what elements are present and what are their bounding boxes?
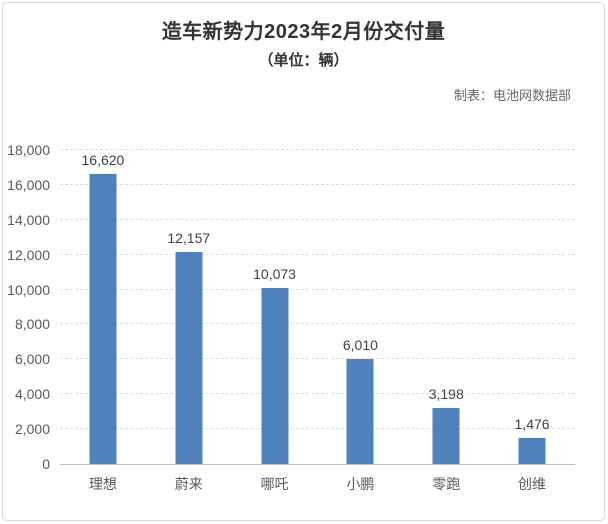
gridline: [60, 149, 575, 150]
gridline: [60, 428, 575, 430]
bar: [175, 251, 203, 464]
y-tick-label: 10,000: [7, 281, 50, 298]
y-tick-label: 12,000: [7, 246, 50, 263]
x-category-label: 创维: [518, 476, 547, 492]
plot-area: 16,620 理想 12,157 蔚来 10,073 哪吒 6,010 小鹏 3,198 零跑 1,…: [7, 142, 575, 492]
bar: [518, 438, 546, 464]
y-tick-label: 18,000: [7, 142, 50, 158]
gridline: [60, 218, 575, 220]
y-tick-label: 0: [42, 456, 50, 472]
bar-value-label: 3,198: [428, 386, 464, 403]
chart-title: 造车新势力2023年2月份交付量: [161, 21, 446, 43]
bar-value-label: 1,476: [514, 416, 550, 433]
gridline: [60, 323, 575, 325]
bar-slot: 16,620 理想: [60, 150, 146, 492]
gridline: [60, 183, 575, 185]
chart-subtitle: （单位：辆）: [258, 52, 349, 69]
bar-slot: 10,073 哪吒: [232, 150, 318, 492]
y-tick-label: 16,000: [7, 176, 50, 193]
y-tick-label: 14,000: [7, 211, 50, 228]
bar-slot: 6,010 小鹏: [317, 150, 403, 492]
x-category-label: 蔚来: [174, 476, 203, 492]
bar-value-label: 16,620: [81, 152, 125, 169]
bar-slot: 1,476 创维: [489, 150, 575, 492]
bar: [89, 174, 117, 464]
bar: [261, 288, 289, 464]
credit-label: 制表：电池网数据部: [453, 88, 571, 103]
x-category-label: 小鹏: [346, 476, 375, 492]
bar-slot: 3,198 零跑: [403, 150, 489, 492]
y-tick-label: 4,000: [14, 386, 50, 403]
bar-value-label: 6,010: [342, 337, 378, 354]
bar-value-label: 12,157: [167, 229, 211, 246]
gridline: [60, 288, 575, 290]
bar: [432, 408, 460, 464]
y-tick-label: 8,000: [14, 316, 50, 333]
y-tick-label: 6,000: [14, 351, 50, 368]
gridline: [60, 253, 575, 255]
y-tick-label: 2,000: [14, 421, 50, 438]
bar-value-label: 10,073: [253, 266, 296, 283]
bar-slot: 12,157 蔚来: [146, 150, 232, 492]
x-category-label: 哪吒: [260, 476, 289, 492]
bar-slots: 16,620 理想 12,157 蔚来 10,073 哪吒 6,010 小鹏 3,198 零跑 1,…: [60, 150, 575, 492]
x-category-label: 零跑: [432, 476, 461, 492]
bar: [346, 359, 374, 464]
x-category-label: 理想: [88, 476, 117, 492]
gridline: [60, 358, 575, 360]
gridline: [60, 393, 575, 395]
